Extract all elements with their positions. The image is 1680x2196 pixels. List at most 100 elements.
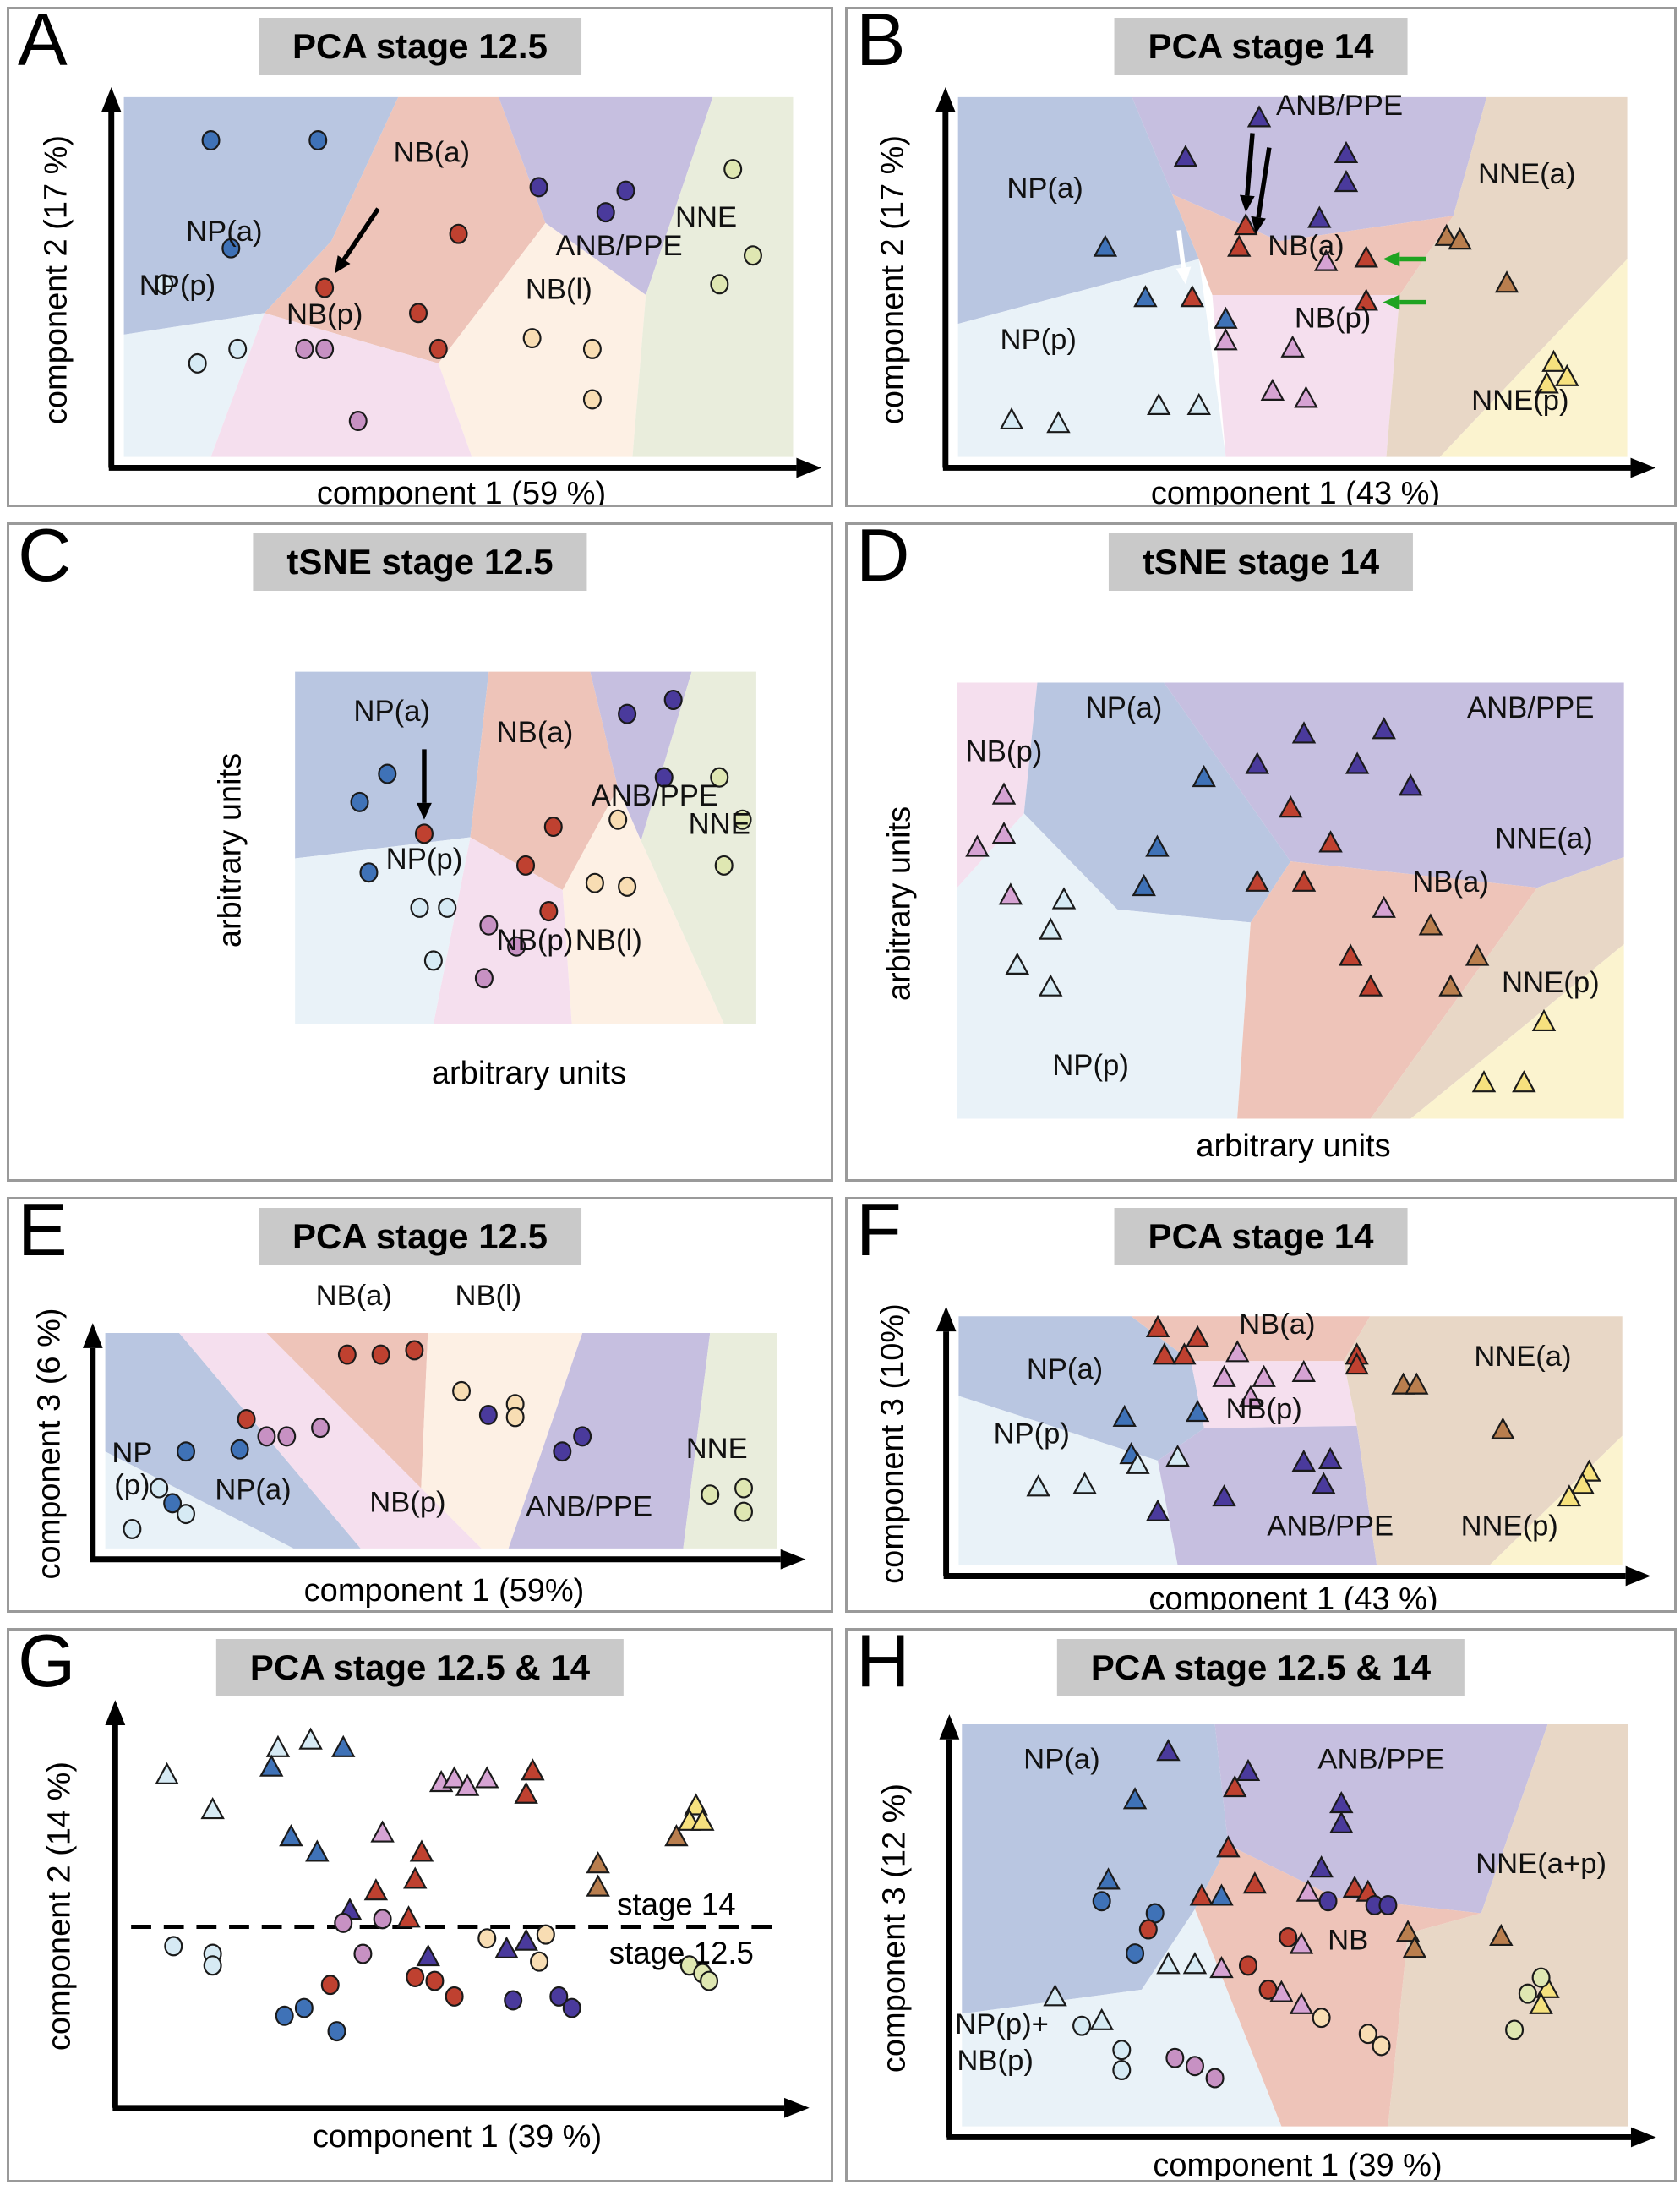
point-ANB/PPE st12.5 xyxy=(504,1990,523,2011)
cluster-label-NB(l): NB(l) xyxy=(455,1280,521,1312)
point-NNE(a) st14 xyxy=(586,1874,610,1897)
point-NP(p) st12.5 xyxy=(1072,2015,1092,2036)
cluster-label-NNE: NNE xyxy=(675,201,737,233)
point-NP(a) xyxy=(201,130,221,150)
point-NB(a) xyxy=(1172,1342,1197,1365)
point-NNE xyxy=(734,1501,753,1522)
point-NP(p) st14 xyxy=(1182,1952,1208,1975)
point-ANB/PPE xyxy=(478,1404,498,1425)
point-NP(a) xyxy=(221,238,241,259)
region-NB(l) xyxy=(562,788,724,1024)
point-NNE xyxy=(733,809,752,830)
point-NB(a) xyxy=(1338,943,1363,966)
cluster-label-NNE(a): NNE(a) xyxy=(1474,1341,1571,1373)
y-axis-label-f: component 3 (10%) xyxy=(875,1303,911,1584)
point-NB(p) st14 xyxy=(475,1766,499,1789)
cluster-label-NB(p): NB(p) xyxy=(286,298,363,330)
point-NB(l) st12.5 xyxy=(1372,2035,1391,2057)
point-NP(a) xyxy=(1214,306,1238,329)
point-NP(p) xyxy=(228,338,248,359)
point-NB(p) st14 xyxy=(1289,1931,1314,1954)
point-NP(a) st14 xyxy=(1122,1787,1148,1810)
point-NB(a) st14 xyxy=(396,1905,421,1928)
point-NB(p) xyxy=(1314,249,1339,271)
point-NP(p) st12.5 xyxy=(203,1955,222,1976)
region-NB(a) xyxy=(264,96,546,363)
region-NP(p) xyxy=(295,837,471,1024)
region-NP(a) xyxy=(105,1333,361,1549)
point-NP(p) st14 xyxy=(1043,1984,1067,2007)
point-NB(p) xyxy=(998,882,1023,905)
cluster-label-ANB/PPE: ANB/PPE xyxy=(1317,1743,1444,1775)
point-ANB/PPE xyxy=(618,703,637,724)
point-NP(a) st14 xyxy=(1096,1867,1121,1890)
point-ANB/PPE xyxy=(1372,717,1396,740)
point-NB(a) xyxy=(1227,234,1252,257)
cluster-label-NB(p): NB(p) xyxy=(1226,1393,1302,1425)
cluster-label-ANB/PPE: ANB/PPE xyxy=(526,1491,652,1523)
point-NP(p) xyxy=(150,1478,169,1499)
point-NNE(a) xyxy=(1491,1417,1515,1439)
point-NB(a) xyxy=(371,1344,390,1365)
point-NB(l) st12.5 xyxy=(536,1924,555,1945)
point-NB(a) xyxy=(1185,1325,1210,1347)
point-NP(p) xyxy=(1072,1472,1097,1494)
point-NB(a) st14 xyxy=(403,1866,428,1889)
region-NB(a) xyxy=(1237,861,1538,1119)
point-NB(l) xyxy=(585,872,604,893)
point-ANB/PPE xyxy=(1291,721,1317,744)
point-NB(p) st12.5 xyxy=(353,1943,373,1964)
region-NB(p) xyxy=(210,313,472,457)
point-ANB/PPE xyxy=(1212,1484,1236,1507)
y-axis-label-d: arbitrary units xyxy=(881,806,918,1002)
point-NB(a) st14 xyxy=(514,1781,538,1804)
point-NB(a) xyxy=(1291,869,1317,892)
cluster-label-NB(p): NB(p) xyxy=(369,1487,445,1519)
point-ANB/PPE xyxy=(1334,140,1359,164)
point-NNE xyxy=(701,1484,720,1505)
cluster-label-NB: NB xyxy=(1328,1924,1368,1956)
point-ANB/PPE xyxy=(1245,751,1270,774)
point-NP(p) xyxy=(1126,1451,1150,1474)
point-NB(p) xyxy=(1294,385,1318,408)
y-axis-label-g: component 2 (14 %) xyxy=(41,1761,78,2051)
cluster-label-NB(l): NB(l) xyxy=(575,925,642,957)
point-NB(a) xyxy=(539,901,559,922)
cluster-label-NB(a): NB(a) xyxy=(497,717,574,749)
region-NP(p) xyxy=(957,813,1251,1119)
point-NP(p) xyxy=(1038,974,1063,997)
point-NB(p) st12.5 xyxy=(1165,2047,1185,2068)
region-NB(a) xyxy=(1131,1316,1371,1362)
point-NP(a) st14 xyxy=(305,1839,330,1862)
point-NB(l) st12.5 xyxy=(1358,2024,1377,2045)
point-NB(p) xyxy=(1212,1364,1236,1387)
y-axis-label-h: component 3 (12 %) xyxy=(876,1783,913,2073)
region-NB(a) xyxy=(470,671,619,891)
point-NP(p) st14 xyxy=(200,1796,225,1820)
point-NB(p) xyxy=(1238,1385,1263,1407)
cluster-label-NP(p): NP(p) xyxy=(1052,1050,1129,1082)
stage-14-label: stage 14 xyxy=(617,1887,736,1922)
panel-c: C tSNE stage 12.5 arbitrary units arbitr… xyxy=(7,522,833,1182)
point-NB(p) st14 xyxy=(1295,1879,1321,1902)
cluster-label-NP(p): NP(p) xyxy=(139,270,215,302)
point-NNE st12.5 xyxy=(1531,1967,1551,1988)
panel-letter-d: D xyxy=(856,522,910,597)
point-NP(p) st12.5 xyxy=(1112,2060,1132,2080)
point-ANB/PPE st14 xyxy=(1235,1758,1261,1782)
cluster-label-ANB/PPE: ANB/PPE xyxy=(1267,1510,1394,1542)
point-NB(p) xyxy=(1291,1359,1316,1382)
cluster-label-NNE(p): NNE(p) xyxy=(1461,1510,1558,1542)
point-NB(l) xyxy=(582,389,602,410)
panel-letter-f: F xyxy=(856,1197,902,1271)
point-NB st12.5 red xyxy=(1238,1955,1257,1976)
point-NB(a) st14 xyxy=(521,1758,545,1781)
region-NNE(a+p) xyxy=(1388,1723,1628,2127)
region-NB xyxy=(1194,1844,1481,2127)
point-NP(a) xyxy=(1112,1404,1137,1427)
point-ANB/PPE st14 xyxy=(1156,1739,1181,1762)
point-NP(a) xyxy=(1132,873,1156,897)
region-ANB/PPE xyxy=(508,1333,711,1549)
point-NNE(a) st14 xyxy=(1489,1923,1514,1947)
point-NB st12.5 red xyxy=(1258,1979,1278,2000)
